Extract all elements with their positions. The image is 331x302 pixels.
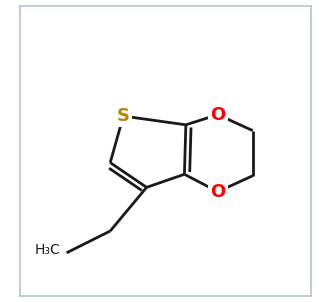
Text: S: S bbox=[117, 107, 130, 125]
Text: O: O bbox=[210, 106, 225, 124]
Text: H₃C: H₃C bbox=[35, 243, 61, 257]
Text: O: O bbox=[210, 183, 225, 201]
